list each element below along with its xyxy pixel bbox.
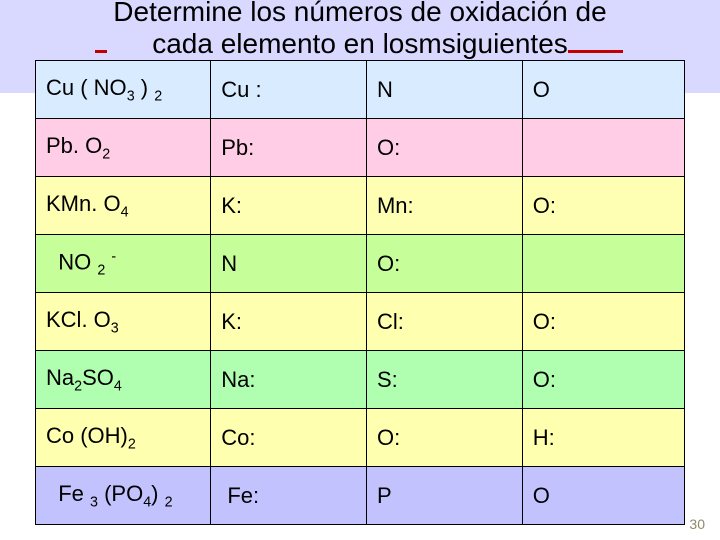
table-cell: P [366,467,522,525]
table-cell: O [522,467,684,525]
table-cell: Pb. O2 [36,119,211,177]
table-row: Fe 3 (PO4) 2 Fe:PO [36,467,685,525]
title-line-1: Determine los números de oxidación de [20,0,700,28]
table-cell: O: [522,177,684,235]
table-cell: O [522,61,684,119]
table-row: KCl. O3K:Cl:O: [36,293,685,351]
table-cell: Cu ( NO3 ) 2 [36,61,211,119]
table: Cu ( NO3 ) 2Cu :NOPb. O2Pb:O:KMn. O4K:Mn… [35,60,685,525]
table-cell: Co (OH)2 [36,409,211,467]
table-row: Pb. O2Pb:O: [36,119,685,177]
table-row: KMn. O4K:Mn:O: [36,177,685,235]
table-cell: NO 2 - [36,235,211,293]
table-cell: Fe: [211,467,367,525]
title-text-2: cada elemento en losmsiguientes [152,28,568,59]
table-cell: KCl. O3 [36,293,211,351]
table-cell: O: [522,293,684,351]
title-line-2: cada elemento en losmsiguientes [20,28,700,60]
table-cell [522,119,684,177]
table-cell: Cl: [366,293,522,351]
table-body: Cu ( NO3 ) 2Cu :NOPb. O2Pb:O:KMn. O4K:Mn… [36,61,685,525]
table-row: Co (OH)2Co:O:H: [36,409,685,467]
table-cell: Mn: [366,177,522,235]
table-cell: Cu : [211,61,367,119]
table-row: Na2SO4Na:S:O: [36,351,685,409]
table-cell: Fe 3 (PO4) 2 [36,467,211,525]
table-cell: H: [522,409,684,467]
table-cell: K: [211,177,367,235]
table-cell: N [366,61,522,119]
table-cell: KMn. O4 [36,177,211,235]
table-cell: N [211,235,367,293]
table-cell: Co: [211,409,367,467]
table-cell: Na: [211,351,367,409]
table-row: Cu ( NO3 ) 2Cu :NO [36,61,685,119]
title-text-1: Determine los números de oxidación de [113,0,606,27]
table-cell: O: [366,119,522,177]
table-cell: S: [366,351,522,409]
slide: Determine los números de oxidación de ca… [0,0,720,540]
table-cell: K: [211,293,367,351]
page-number: 30 [689,516,705,532]
table-cell: Pb: [211,119,367,177]
table-cell [522,235,684,293]
table-cell: Na2SO4 [36,351,211,409]
table-row: NO 2 -NO: [36,235,685,293]
table-cell: O: [366,409,522,467]
marker-icon [568,50,623,53]
marker-icon [95,50,107,53]
table-cell: O: [522,351,684,409]
table-cell: O: [366,235,522,293]
oxidation-table: Cu ( NO3 ) 2Cu :NOPb. O2Pb:O:KMn. O4K:Mn… [35,60,685,525]
